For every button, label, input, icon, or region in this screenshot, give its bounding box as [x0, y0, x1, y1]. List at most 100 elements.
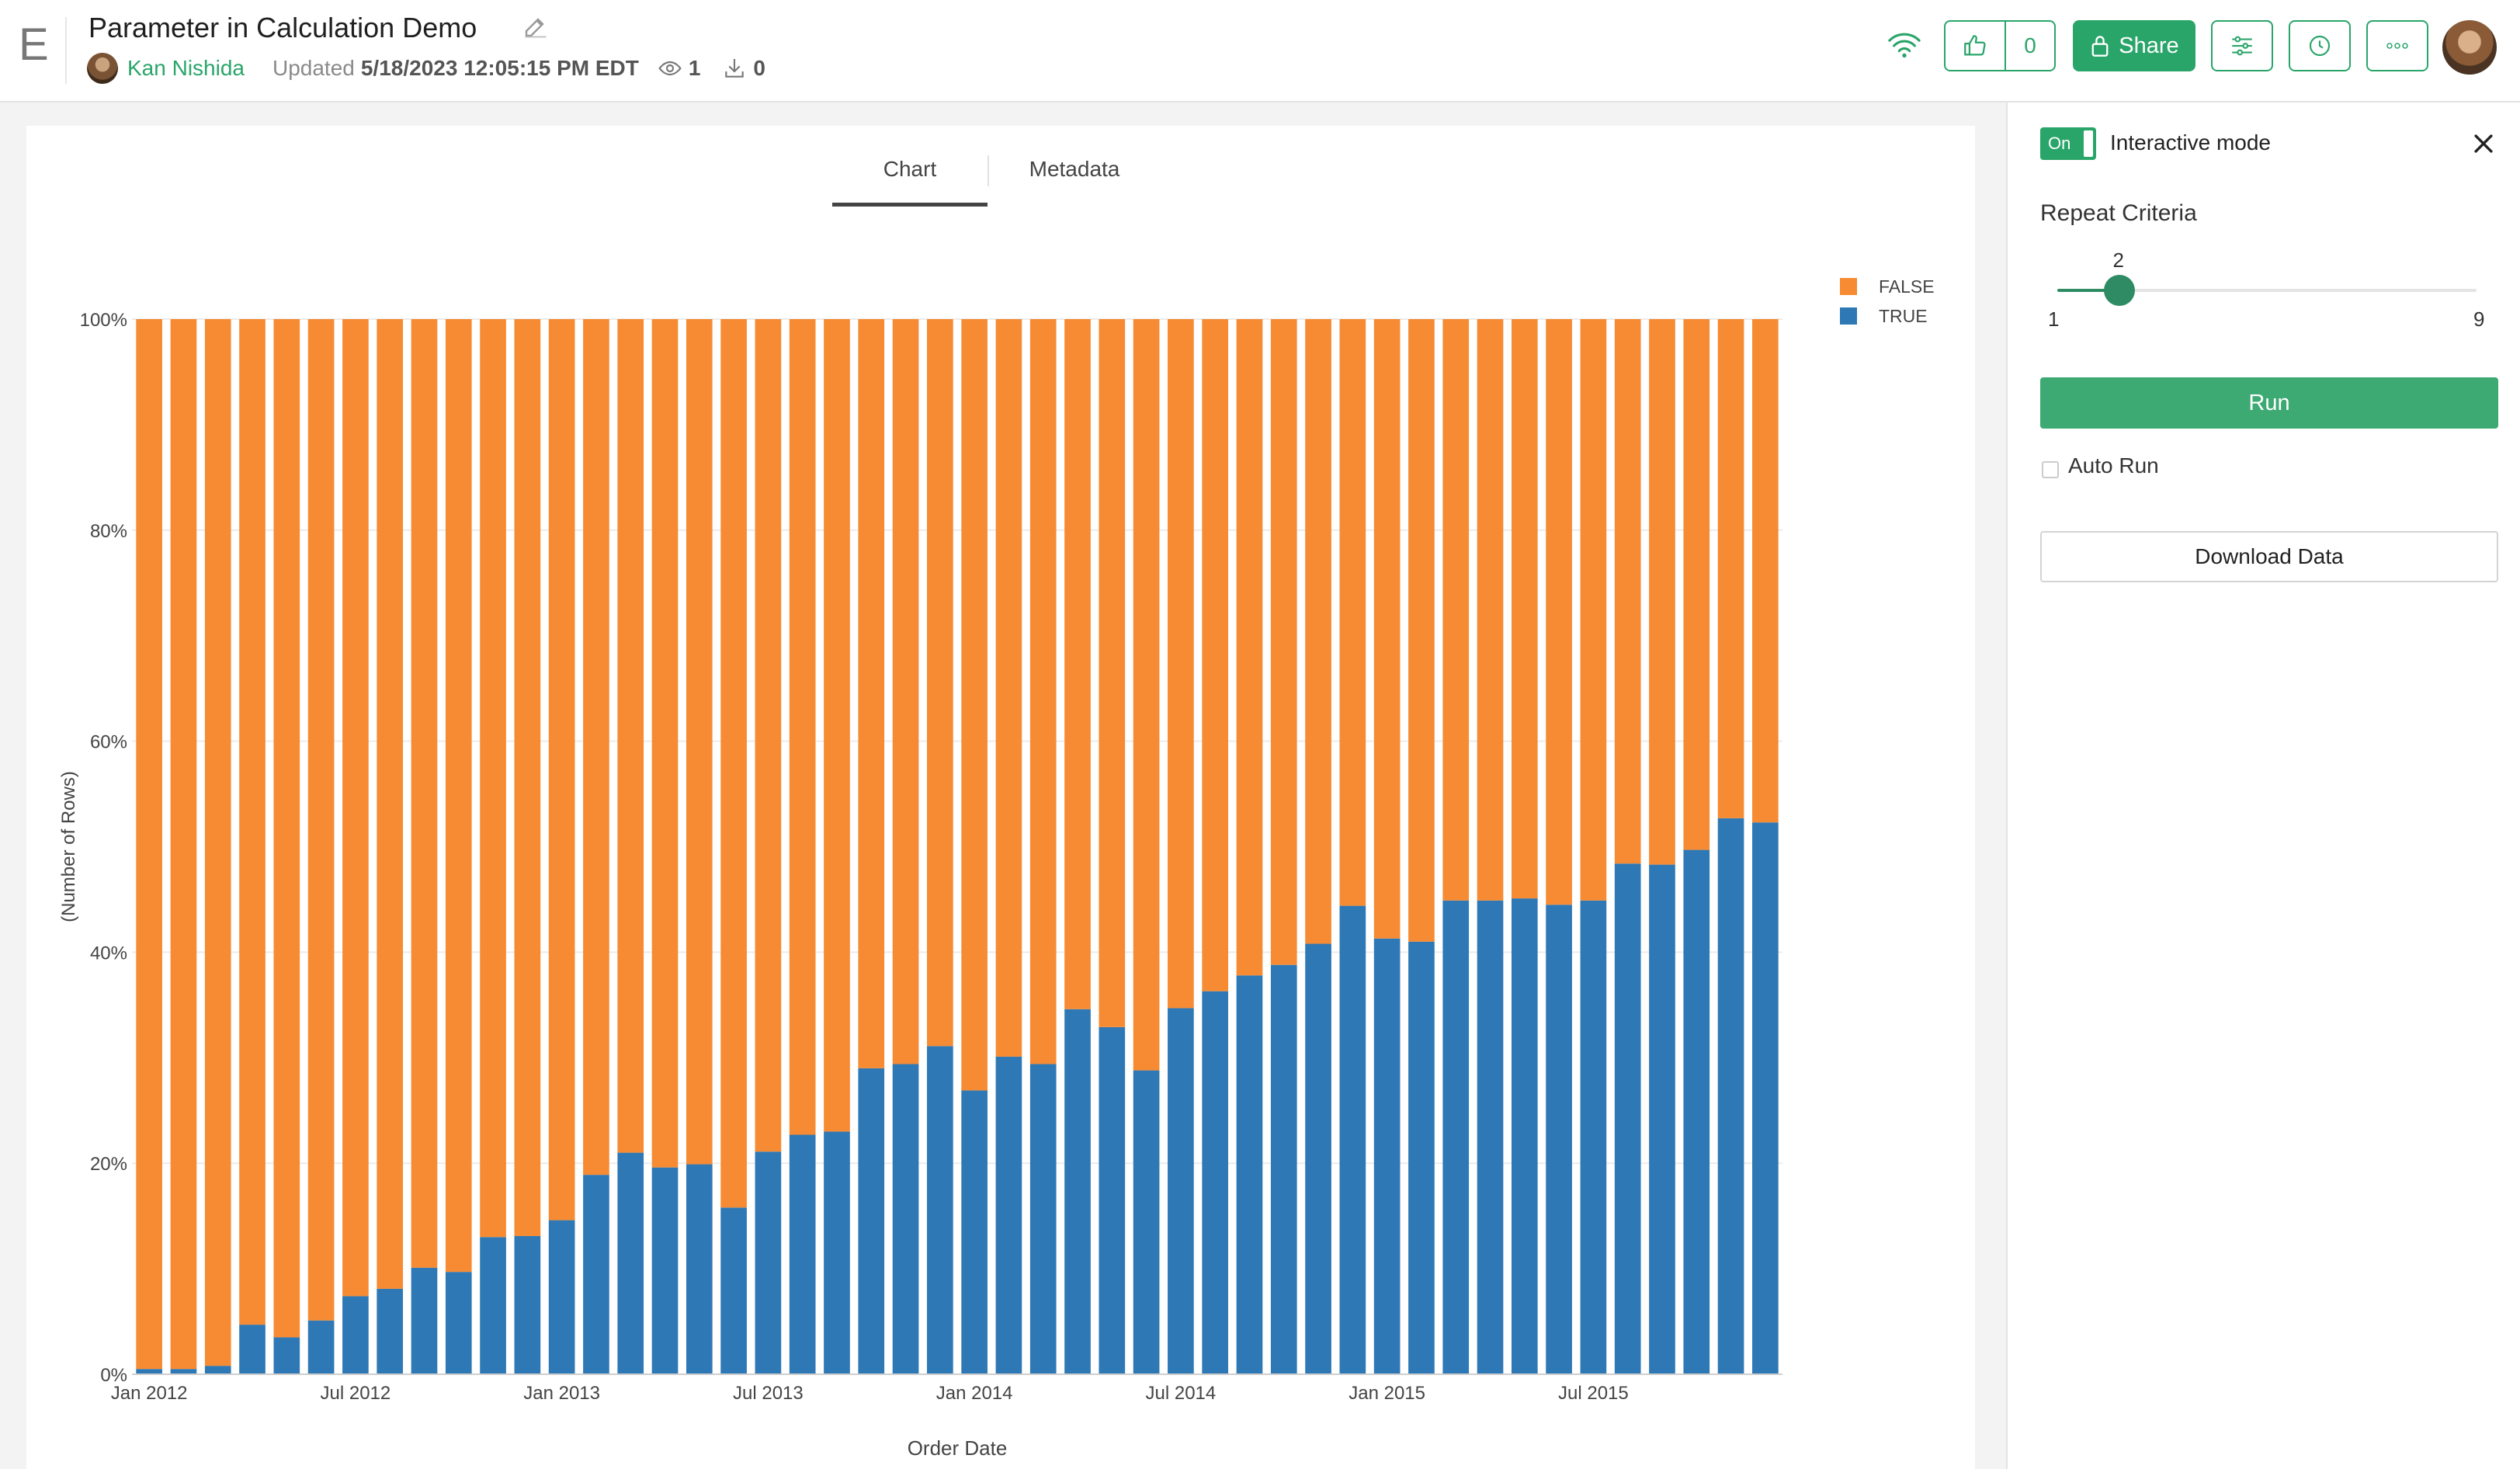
bar-true — [1270, 964, 1297, 1374]
bar-true — [514, 1235, 541, 1374]
more-button[interactable] — [2366, 20, 2428, 71]
slider-track[interactable] — [2057, 289, 2477, 292]
bar-true — [136, 1369, 162, 1374]
legend-swatch — [1840, 278, 1857, 295]
bar-false — [1168, 319, 1194, 1009]
bar-true — [1511, 898, 1538, 1374]
tab-metadata[interactable]: Metadata — [1029, 157, 1120, 181]
x-axis-title: Order Date — [908, 1436, 1008, 1460]
slider-handle[interactable] — [2103, 275, 2135, 306]
bar-true — [273, 1337, 300, 1374]
bar-false — [273, 319, 300, 1338]
y-tick-label: 20% — [90, 1154, 127, 1175]
view-count: 1 — [688, 56, 701, 80]
legend-swatch — [1840, 307, 1857, 325]
bar-true — [1408, 941, 1435, 1374]
bar-true — [1649, 864, 1675, 1374]
bar-false — [1133, 319, 1160, 1071]
bar-true — [548, 1220, 575, 1374]
bar-false — [1683, 319, 1710, 850]
run-button[interactable]: Run — [2040, 377, 2498, 429]
user-avatar[interactable] — [2442, 20, 2497, 75]
lock-icon — [2091, 36, 2109, 57]
bar-true — [1683, 849, 1710, 1374]
bar-false — [1373, 319, 1401, 939]
bar-false — [1580, 319, 1607, 901]
app-logo[interactable]: E — [19, 19, 49, 70]
bar-false — [136, 319, 162, 1370]
bar-false — [1614, 319, 1641, 864]
interactive-side-panel: On Interactive mode Repeat Criteria 2 1 … — [2006, 102, 2520, 1469]
close-icon[interactable] — [2470, 130, 2497, 157]
stacked-bar-chart: 0% 20% 40% 60% 80% 100% Jan 2012 Jul 2012 Jan 20… — [58, 276, 1935, 1460]
bar-false — [824, 319, 850, 1132]
bar-false — [755, 319, 782, 1152]
y-axis-title: (Number of Rows) — [58, 771, 79, 922]
like-count[interactable]: 0 — [2005, 20, 2056, 71]
edit-icon[interactable] — [522, 12, 550, 40]
bar-false — [480, 319, 506, 1238]
schedule-button[interactable] — [2289, 20, 2351, 71]
share-button[interactable]: Share — [2073, 20, 2195, 71]
interactive-mode-toggle[interactable]: On — [2040, 127, 2096, 160]
toggle-knob — [2084, 130, 2093, 157]
bar-true — [170, 1369, 197, 1374]
x-tick-label: Jul 2014 — [1146, 1383, 1217, 1404]
bar-true — [1339, 905, 1366, 1374]
clock-icon — [2309, 35, 2331, 57]
bar-true — [1580, 900, 1607, 1374]
bar-false — [1477, 319, 1504, 901]
page-title: Parameter in Calculation Demo — [89, 12, 477, 43]
bar-false — [617, 319, 644, 1153]
bar-false — [1064, 319, 1091, 1009]
bar-true — [1752, 822, 1779, 1374]
auto-run-label: Auto Run — [2068, 453, 2159, 478]
bar-true — [1133, 1070, 1160, 1374]
bar-true — [342, 1296, 369, 1374]
bar-false — [204, 319, 231, 1367]
bar-true — [445, 1272, 472, 1374]
bar-false — [651, 319, 679, 1168]
bar-true — [583, 1175, 609, 1374]
download-count: 0 — [753, 56, 765, 80]
bar-true — [1064, 1009, 1091, 1374]
wifi-icon[interactable] — [1887, 30, 1922, 61]
bar-false — [445, 319, 472, 1273]
bar-true — [1614, 863, 1641, 1374]
author-link[interactable]: Kan Nishida — [127, 56, 245, 80]
bar-true — [720, 1207, 747, 1374]
bar-false — [1305, 319, 1331, 944]
slider-value: 2 — [2112, 248, 2124, 272]
bar-true — [1202, 991, 1229, 1374]
bar-true — [824, 1131, 850, 1374]
bar-false — [239, 319, 266, 1325]
bar-false — [307, 319, 335, 1321]
bar-true — [789, 1134, 816, 1374]
legend-label: FALSE — [1879, 276, 1935, 297]
bar-true — [1717, 818, 1744, 1374]
bar-true — [411, 1267, 438, 1374]
settings-button[interactable] — [2211, 20, 2273, 71]
bar-false — [1099, 319, 1126, 1027]
bar-true — [377, 1288, 404, 1374]
bar-false — [686, 319, 713, 1165]
y-tick-label: 80% — [90, 521, 127, 542]
app-header: E Parameter in Calculation Demo Kan Nish… — [0, 0, 2520, 102]
bar-true — [1546, 905, 1572, 1374]
bar-true — [1477, 900, 1504, 1374]
bar-false — [858, 319, 885, 1068]
bar-false — [1717, 319, 1744, 818]
thumbs-up-icon — [1964, 35, 1986, 56]
slider-fill — [2057, 289, 2119, 292]
slider-min-label: 1 — [2048, 307, 2060, 331]
bar-true — [1236, 975, 1263, 1374]
bar-false — [1029, 319, 1057, 1064]
auto-run-checkbox[interactable] — [2042, 461, 2059, 478]
author-avatar[interactable] — [87, 53, 118, 84]
y-tick-label: 40% — [90, 943, 127, 964]
download-data-button[interactable]: Download Data — [2040, 531, 2498, 582]
y-tick-label: 100% — [80, 310, 127, 331]
bar-true — [307, 1320, 335, 1374]
like-button[interactable] — [1944, 20, 2006, 71]
tab-chart[interactable]: Chart — [832, 157, 988, 207]
